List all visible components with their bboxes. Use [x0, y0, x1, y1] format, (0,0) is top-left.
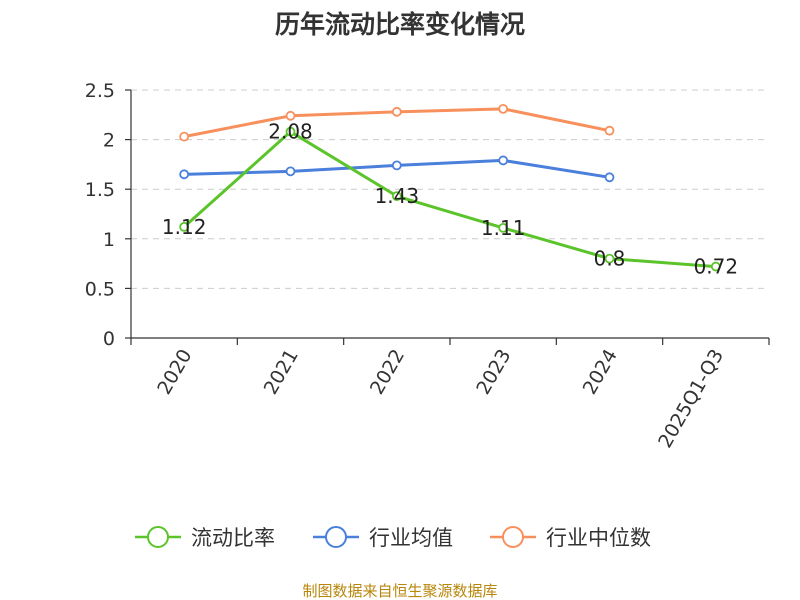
data-point — [285, 126, 296, 137]
data-point — [498, 103, 509, 114]
data-label: 1.43 — [375, 184, 420, 208]
data-label: 0.8 — [594, 247, 626, 271]
x-tick-label: 2025Q1-Q3 — [654, 346, 728, 452]
legend: 流动比率 行业均值 行业中位数 — [135, 526, 651, 550]
series-lines — [179, 103, 721, 272]
x-tick-label: 2021 — [260, 346, 303, 399]
legend-label: 行业中位数 — [546, 526, 651, 550]
data-point — [710, 261, 721, 272]
data-point — [498, 155, 509, 166]
y-tick-label: 1 — [103, 229, 115, 251]
y-tick-labels: 0 0.5 1 1.5 2 2.5 — [85, 80, 131, 350]
x-tick-label: 2023 — [472, 345, 515, 398]
data-point — [391, 160, 402, 171]
source-note: 制图数据来自恒生聚源数据库 — [302, 582, 497, 600]
x-tick-label: 2020 — [153, 346, 196, 399]
legend-swatch-marker — [502, 526, 524, 548]
legend-swatch-marker — [325, 526, 347, 548]
data-point — [604, 172, 615, 183]
grid-lines — [131, 89, 769, 289]
chart-title: 历年流动比率变化情况 — [275, 10, 525, 39]
data-point — [285, 166, 296, 177]
data-point — [179, 221, 190, 232]
y-tick-label: 0.5 — [85, 278, 115, 300]
data-point — [179, 169, 190, 180]
data-point — [391, 191, 402, 202]
data-label: 0.72 — [694, 255, 739, 279]
legend-label: 流动比率 — [191, 526, 275, 550]
x-tick-label: 2024 — [579, 346, 622, 399]
x-tick-labels: 2020 2021 2022 2023 2024 2025Q1-Q3 — [130, 338, 770, 452]
series-line — [183, 130, 716, 269]
data-label: 1.11 — [481, 216, 526, 240]
data-point — [604, 125, 615, 136]
data-point — [498, 222, 509, 233]
x-tick-label: 2022 — [366, 346, 409, 399]
legend-swatch-marker — [147, 526, 169, 548]
data-point — [391, 106, 402, 117]
y-tick-label: 0 — [103, 328, 115, 350]
y-tick-label: 2 — [103, 130, 115, 152]
y-tick-label: 1.5 — [85, 179, 115, 201]
data-point — [179, 131, 190, 142]
legend-label: 行业均值 — [369, 526, 453, 550]
data-point — [285, 110, 296, 121]
data-label: 1.12 — [162, 215, 207, 239]
data-label: 2.08 — [268, 120, 313, 144]
data-point — [604, 253, 615, 264]
data-labels: 1.12 2.08 1.43 1.11 0.8 0.72 — [162, 120, 738, 279]
y-tick-label: 2.5 — [85, 80, 115, 102]
